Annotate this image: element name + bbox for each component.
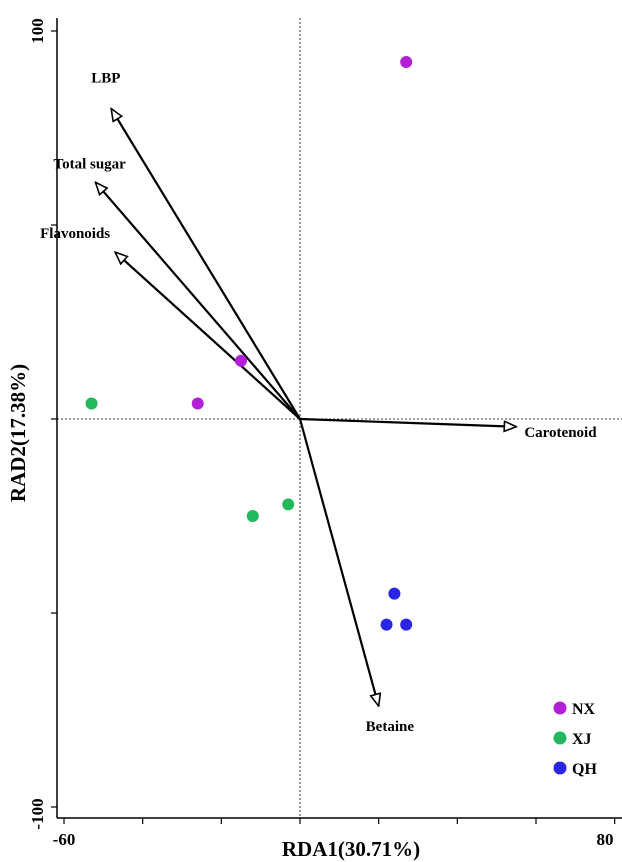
point-nx (235, 354, 247, 367)
point-xj (282, 498, 295, 511)
sample-points (85, 56, 413, 631)
point-qh (388, 587, 401, 600)
x-tick-label-max: 80 (597, 830, 614, 849)
vector-label-flavonoids: Flavonoids (40, 226, 110, 242)
y-tick-label-min: -100 (28, 798, 47, 829)
y-axis-title: RAD2(17.38%) (6, 364, 30, 502)
legend-label-qh: QH (572, 761, 597, 778)
environmental-vectors: LBP Total sugar Flavonoids Carotenoid Betain… (40, 71, 597, 736)
legend-label-xj: XJ (572, 731, 592, 748)
legend-marker-nx (553, 701, 567, 715)
legend: NX XJ QH (553, 701, 597, 778)
y-tick-label-max: 100 (28, 18, 47, 44)
axis-ticks (51, 30, 616, 824)
vector-label-carotenoid: Carotenoid (524, 425, 597, 441)
vector-arrow-flavonoids (115, 252, 301, 420)
vector-label-betaine: Betaine (366, 719, 415, 735)
vector-arrow-betaine (298, 418, 379, 706)
tick-labels: 100 -100 -60 80 (28, 18, 614, 849)
point-xj (246, 510, 259, 522)
vector-label-lbp: LBP (91, 71, 120, 87)
vector-arrow-total-sugar (95, 182, 301, 420)
point-qh (380, 618, 393, 631)
point-qh (400, 618, 413, 631)
x-axis-title: RDA1(30.71%) (282, 837, 420, 861)
vector-arrow-carotenoid (299, 417, 516, 427)
legend-marker-xj (553, 731, 567, 745)
vector-arrow-lbp (111, 109, 301, 420)
legend-label-nx: NX (572, 701, 596, 718)
point-nx (191, 397, 204, 410)
point-nx (400, 56, 413, 69)
vector-label-total-sugar: Total sugar (53, 156, 126, 172)
legend-marker-qh (553, 761, 567, 775)
point-xj (85, 397, 98, 410)
x-tick-label-min: -60 (53, 830, 76, 849)
